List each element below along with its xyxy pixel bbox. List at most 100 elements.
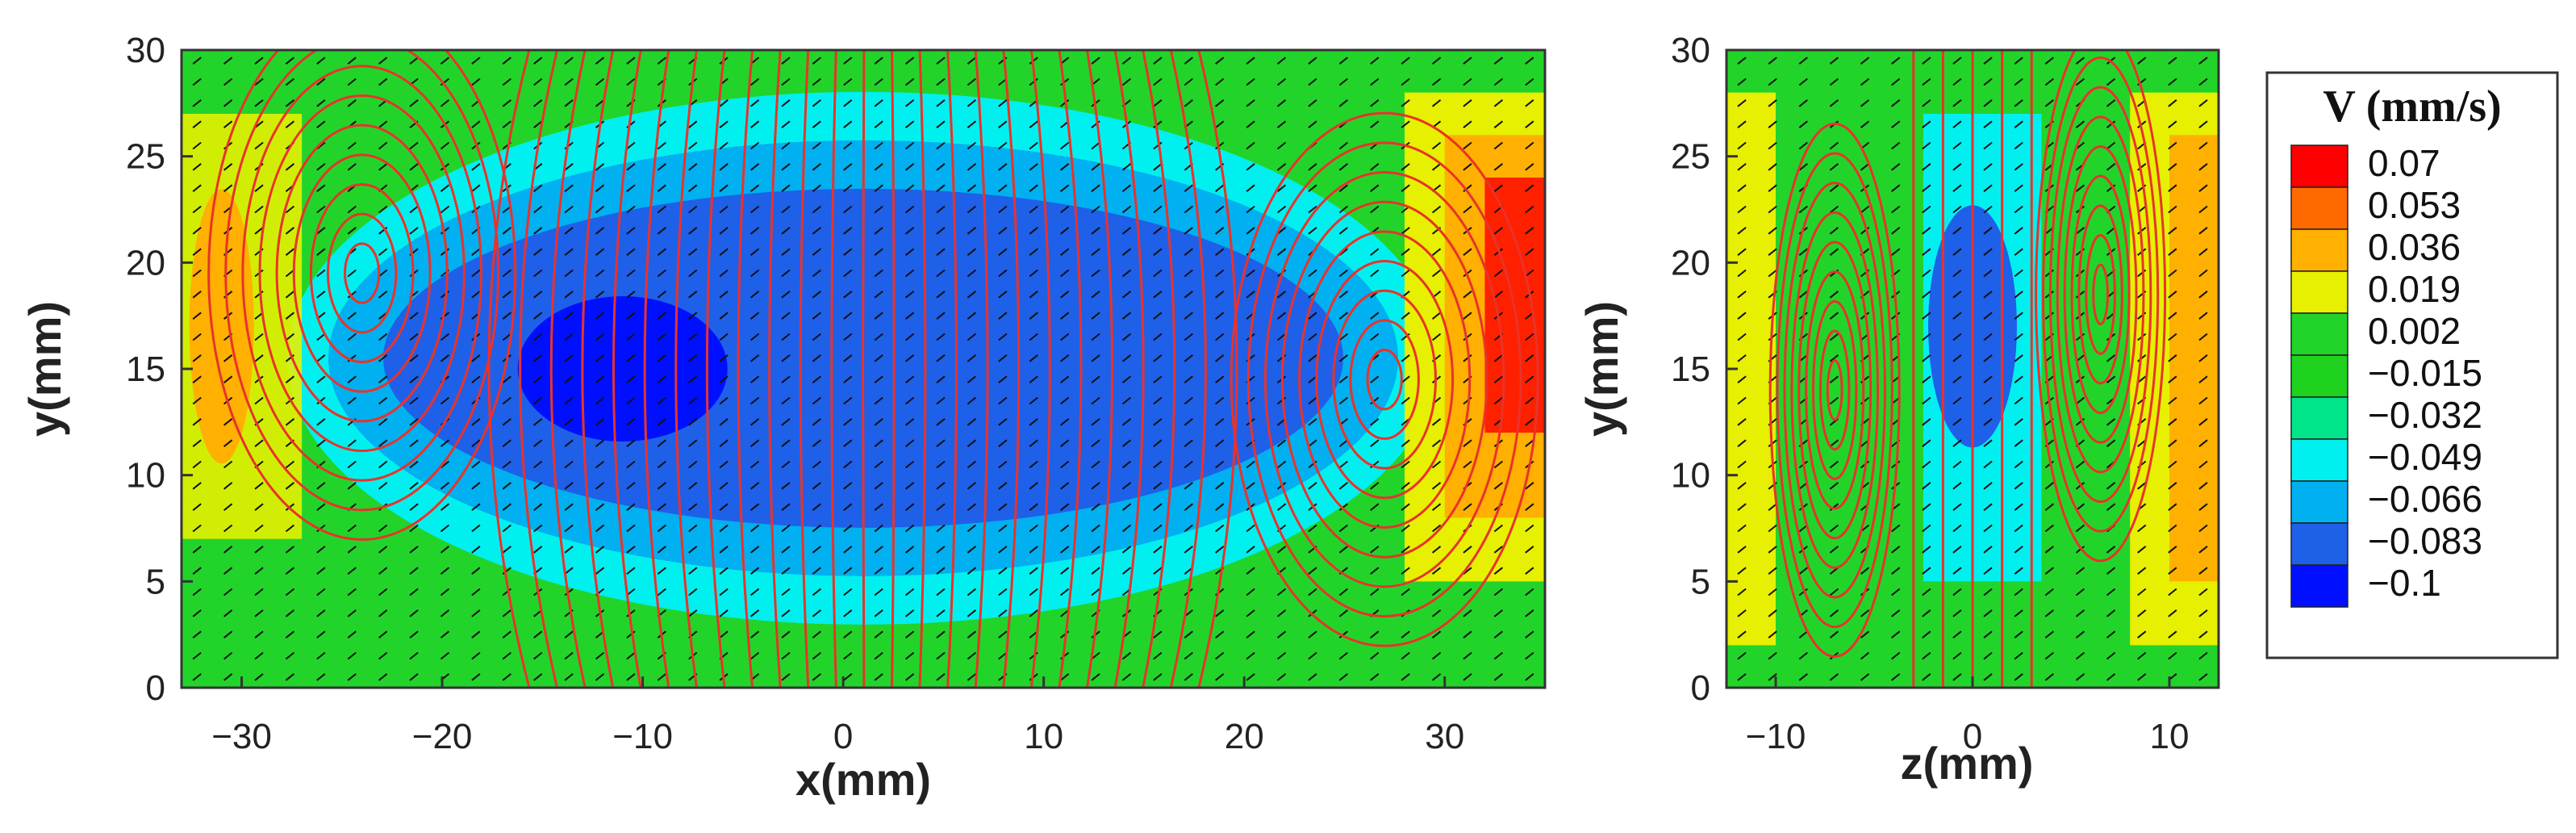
velocity-vector (1153, 418, 1163, 426)
velocity-vector (1121, 503, 1132, 511)
y-tick-label: 5 (1691, 562, 1710, 601)
velocity-vector (2198, 141, 2208, 150)
velocity-vector (1401, 630, 1410, 638)
velocity-vector (1184, 312, 1193, 320)
velocity-vector (936, 567, 946, 575)
velocity-vector (1891, 588, 1901, 596)
velocity-vector (967, 269, 977, 278)
velocity-vector (936, 375, 946, 383)
velocity-vector (1891, 651, 1901, 660)
velocity-vector (1525, 567, 1534, 575)
velocity-vector (409, 141, 419, 150)
velocity-vector (1922, 460, 1931, 469)
velocity-vector (812, 609, 822, 617)
x-tick-label: 30 (1425, 717, 1464, 756)
velocity-vector (223, 184, 233, 192)
velocity-vector (347, 141, 357, 150)
velocity-vector (1153, 77, 1163, 86)
velocity-vector (1338, 375, 1348, 383)
legend-swatch (2290, 270, 2348, 314)
velocity-vector (843, 248, 853, 256)
velocity-vector (1829, 439, 1839, 447)
velocity-vector (1060, 354, 1070, 362)
velocity-vector (1860, 163, 1870, 171)
velocity-vector (502, 546, 511, 554)
velocity-vector (1153, 163, 1163, 171)
velocity-vector (1431, 588, 1442, 596)
velocity-vector (1401, 439, 1410, 447)
velocity-vector (1431, 546, 1442, 554)
legend-level-label: 0.053 (2368, 184, 2461, 226)
velocity-vector (812, 57, 822, 65)
velocity-vector (1121, 248, 1132, 256)
velocity-vector (719, 205, 729, 214)
velocity-vector (223, 546, 233, 554)
velocity-vector (1860, 205, 1870, 214)
velocity-vector (904, 503, 915, 511)
velocity-vector (471, 57, 481, 65)
velocity-vector (502, 651, 511, 660)
velocity-vector (1493, 482, 1504, 490)
velocity-vector (471, 184, 481, 192)
velocity-vector (1891, 609, 1901, 617)
velocity-vector (1091, 163, 1100, 171)
legend-levels: 0.070.0530.0360.0190.002−0.015−0.032−0.0… (2290, 142, 2482, 608)
velocity-vector (2014, 567, 2023, 575)
velocity-vector (2168, 418, 2177, 426)
velocity-vector (1737, 77, 1747, 86)
right-x-axis-label: z(mm) (1901, 738, 2034, 789)
velocity-vector (254, 524, 264, 533)
velocity-vector (1029, 396, 1038, 405)
velocity-vector (1829, 57, 1839, 65)
velocity-vector (2198, 312, 2208, 320)
velocity-vector (1983, 673, 1993, 681)
velocity-vector (1153, 184, 1163, 192)
velocity-vector (285, 77, 295, 86)
velocity-vector (967, 460, 977, 469)
velocity-vector (781, 524, 791, 533)
velocity-vector (657, 291, 666, 299)
velocity-vector (688, 333, 698, 341)
streamline-loop (1768, 122, 1901, 658)
velocity-vector (1401, 673, 1410, 681)
streamline-loop (2085, 234, 2116, 355)
velocity-vector (378, 354, 388, 362)
velocity-vector (1121, 396, 1132, 405)
velocity-vector (812, 439, 822, 447)
velocity-vector (1525, 651, 1534, 660)
velocity-vector (626, 673, 636, 681)
velocity-vector (936, 630, 946, 638)
contour-band-orange-right (2169, 135, 2219, 582)
velocity-vector (285, 205, 295, 214)
velocity-vector (316, 482, 326, 490)
velocity-vector (1029, 418, 1038, 426)
velocity-vector (1308, 184, 1317, 192)
velocity-vector (1952, 227, 1962, 235)
velocity-vector (2014, 482, 2023, 490)
velocity-vector (471, 354, 481, 362)
velocity-vector (843, 227, 853, 235)
left-x-ticks: −30 −20 −10 0 10 20 30 (211, 676, 1464, 756)
velocity-vector (378, 120, 388, 128)
velocity-vector (904, 120, 915, 128)
velocity-vector (409, 354, 419, 362)
velocity-vector (1060, 588, 1070, 596)
velocity-vector (192, 269, 202, 278)
velocity-vector (1983, 333, 1993, 341)
velocity-vector (2014, 354, 2023, 362)
velocity-vector (1338, 588, 1348, 596)
velocity-vector (2014, 524, 2023, 533)
velocity-vector (1370, 396, 1380, 405)
velocity-vector (2106, 77, 2116, 86)
velocity-vector (2014, 651, 2023, 660)
velocity-vector (1983, 546, 1993, 554)
velocity-vector (688, 269, 698, 278)
velocity-vector (1922, 651, 1931, 660)
velocity-vector (1153, 291, 1163, 299)
velocity-vector (1308, 439, 1317, 447)
velocity-vector (1121, 673, 1132, 681)
velocity-vector (1891, 673, 1901, 681)
velocity-vector (2075, 546, 2085, 554)
velocity-vector (2137, 567, 2147, 575)
velocity-vector (440, 141, 450, 150)
